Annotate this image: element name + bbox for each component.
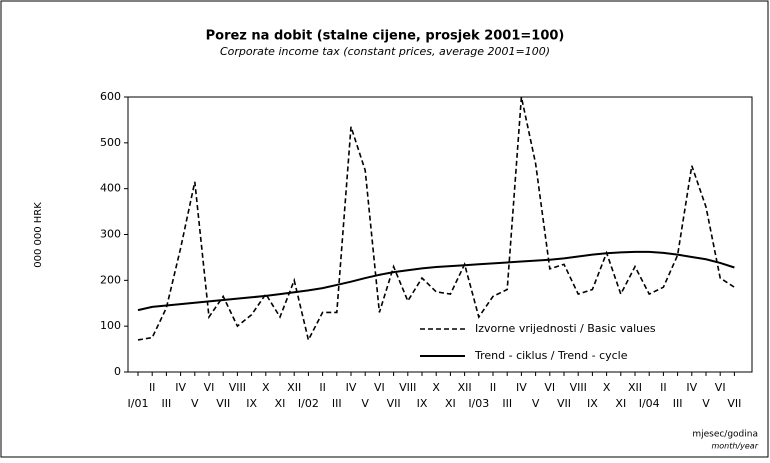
x-tick-label: VI	[374, 381, 385, 394]
x-tick-label: I/01	[128, 397, 149, 410]
x-tick-label: I/04	[639, 397, 660, 410]
x-axis-label: mjesec/godina	[692, 430, 758, 440]
x-tick-label: III	[502, 397, 512, 410]
x-tick-label: VII	[727, 397, 741, 410]
x-tick-label: VII	[387, 397, 401, 410]
x-tick-label: V	[702, 397, 710, 410]
x-tick-label: VI	[204, 381, 215, 394]
x-tick-label: XII	[628, 381, 642, 394]
x-tick-label: VII	[216, 397, 230, 410]
x-tick-label: III	[332, 397, 342, 410]
x-tick-label: IV	[346, 381, 357, 394]
series-line	[137, 250, 735, 312]
x-tick-label: III	[162, 397, 172, 410]
x-tick-label: II	[660, 381, 667, 394]
x-tick-label: V	[361, 397, 369, 410]
x-tick-label: II	[319, 381, 326, 394]
y-tick-label: 400	[100, 182, 121, 195]
x-tick-label: XII	[458, 381, 472, 394]
x-tick-label: X	[432, 381, 440, 394]
y-tick-label: 0	[114, 365, 121, 378]
x-tick-label: X	[603, 381, 611, 394]
x-axis-label-en: month/year	[711, 442, 758, 451]
legend-label: Trend - ciklus / Trend - cycle	[474, 349, 628, 362]
x-tick-label: I/02	[298, 397, 319, 410]
x-tick-label: II	[490, 381, 497, 394]
x-tick-label: V	[191, 397, 199, 410]
x-tick-label: VIII	[229, 381, 246, 394]
x-tick-label: V	[532, 397, 540, 410]
x-tick-label: III	[673, 397, 683, 410]
x-tick-label: I/03	[468, 397, 489, 410]
x-tick-label: IX	[587, 397, 598, 410]
chart-subtitle: Corporate income tax (constant prices, a…	[220, 45, 550, 58]
chart-title: Porez na dobit (stalne cijene, prosjek 2…	[206, 29, 565, 44]
x-tick-label: IV	[175, 381, 186, 394]
x-tick-label: VI	[715, 381, 726, 394]
x-tick-label: XI	[275, 397, 286, 410]
x-tick-label: XI	[615, 397, 626, 410]
y-tick-label: 100	[100, 319, 121, 332]
x-tick-label: IV	[686, 381, 697, 394]
x-tick-label: XII	[287, 381, 301, 394]
y-tick-label: 500	[100, 136, 121, 149]
x-tick-label: X	[262, 381, 270, 394]
x-tick-label: II	[149, 381, 156, 394]
x-tick-label: VII	[557, 397, 571, 410]
x-tick-label: VI	[544, 381, 555, 394]
y-tick-label: 200	[100, 273, 121, 286]
x-tick-label: VIII	[399, 381, 416, 394]
legend-label: Izvorne vrijednosti / Basic values	[475, 322, 656, 335]
x-tick-label: XI	[445, 397, 456, 410]
y-tick-label: 300	[100, 228, 121, 241]
y-tick-label: 600	[100, 90, 121, 103]
series-line	[137, 96, 735, 343]
x-tick-label: IX	[417, 397, 428, 410]
x-tick-label: IV	[516, 381, 527, 394]
x-tick-label: VIII	[570, 381, 587, 394]
y-axis-label: 000 000 HRK	[33, 202, 44, 268]
x-tick-label: IX	[246, 397, 257, 410]
